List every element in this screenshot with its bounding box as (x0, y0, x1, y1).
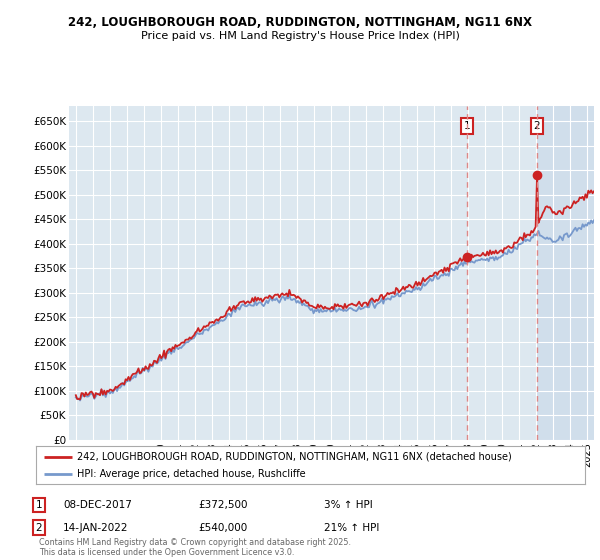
Text: £540,000: £540,000 (198, 522, 247, 533)
Text: 2: 2 (35, 522, 43, 533)
Text: 1: 1 (35, 500, 43, 510)
Text: £372,500: £372,500 (198, 500, 248, 510)
Text: 14-JAN-2022: 14-JAN-2022 (63, 522, 128, 533)
Text: 242, LOUGHBOROUGH ROAD, RUDDINGTON, NOTTINGHAM, NG11 6NX (detached house): 242, LOUGHBOROUGH ROAD, RUDDINGTON, NOTT… (77, 451, 512, 461)
Bar (537, 106, 594, 440)
Text: 242, LOUGHBOROUGH ROAD, RUDDINGTON, NOTTINGHAM, NG11 6NX: 242, LOUGHBOROUGH ROAD, RUDDINGTON, NOTT… (68, 16, 532, 29)
Text: 21% ↑ HPI: 21% ↑ HPI (324, 522, 379, 533)
Text: 3% ↑ HPI: 3% ↑ HPI (324, 500, 373, 510)
Text: 2: 2 (533, 121, 540, 131)
Text: Contains HM Land Registry data © Crown copyright and database right 2025.
This d: Contains HM Land Registry data © Crown c… (39, 538, 351, 557)
Text: 1: 1 (463, 121, 470, 131)
Text: HPI: Average price, detached house, Rushcliffe: HPI: Average price, detached house, Rush… (77, 469, 306, 479)
Text: Price paid vs. HM Land Registry's House Price Index (HPI): Price paid vs. HM Land Registry's House … (140, 31, 460, 41)
Text: 08-DEC-2017: 08-DEC-2017 (63, 500, 132, 510)
